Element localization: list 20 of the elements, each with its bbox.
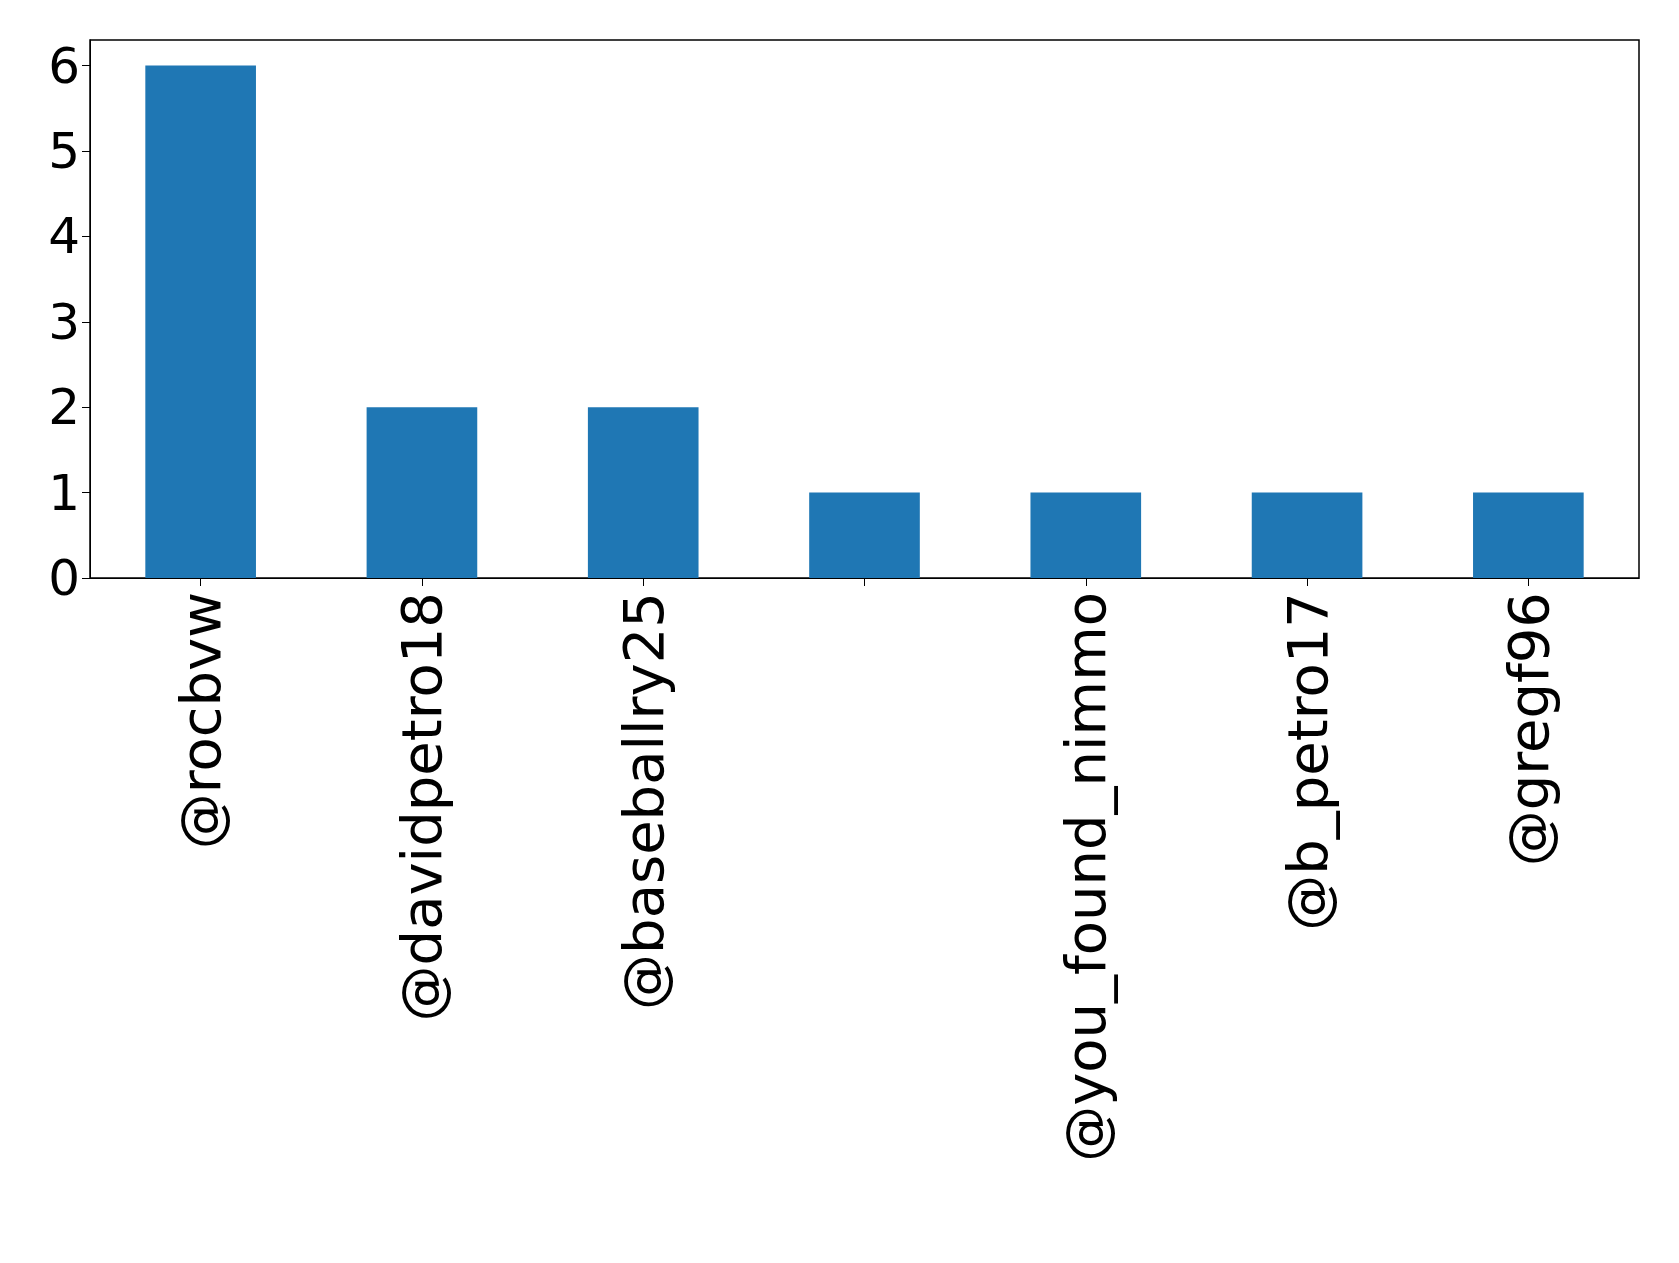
bar xyxy=(145,65,256,578)
y-tick-label: 5 xyxy=(48,122,80,181)
bar xyxy=(366,407,478,578)
y-tick-label: 2 xyxy=(48,378,80,437)
x-tick-label: @gregf96 xyxy=(1495,592,1561,867)
y-tick-label: 1 xyxy=(48,463,80,522)
y-tick-label: 0 xyxy=(48,549,80,607)
bar xyxy=(809,492,920,578)
x-tick-label: @you_found_nimmo xyxy=(1053,592,1119,1162)
bar xyxy=(1251,492,1363,578)
x-tick-label: @rocbvw xyxy=(168,592,234,850)
y-tick-label: 6 xyxy=(48,36,80,95)
bar xyxy=(1030,492,1142,578)
x-tick-label: @b_petro17 xyxy=(1274,592,1340,931)
x-tick-label: @baseballry25 xyxy=(610,592,676,1010)
y-tick-label: 4 xyxy=(48,207,80,266)
bar xyxy=(1473,492,1584,578)
bar xyxy=(587,407,699,578)
x-tick-label: @davidpetro18 xyxy=(389,592,455,1022)
y-tick-label: 3 xyxy=(48,292,80,351)
